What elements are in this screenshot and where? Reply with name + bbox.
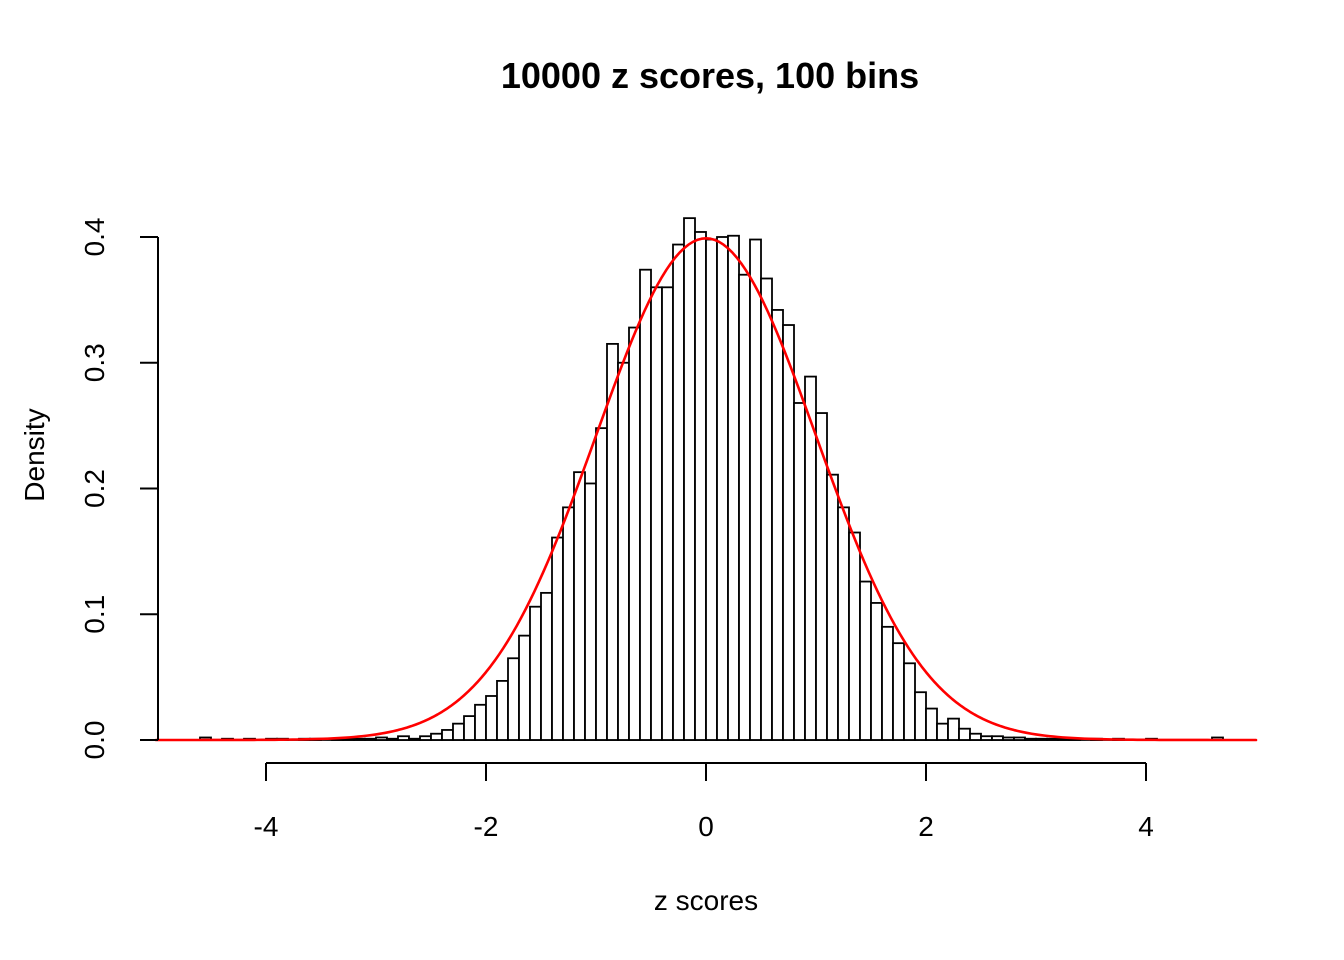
histogram-bar: [892, 642, 905, 741]
histogram-bar: [903, 662, 916, 741]
histogram-bar: [980, 735, 993, 741]
histogram-bar: [716, 236, 729, 741]
histogram-bar: [760, 277, 773, 741]
histogram-bar: [474, 703, 487, 741]
x-tick-label: 2: [918, 811, 934, 842]
histogram-bar: [650, 286, 663, 741]
histogram-bar: [529, 605, 542, 741]
histogram-bar: [485, 695, 498, 741]
histogram-bar: [562, 506, 575, 741]
histogram-bar: [386, 737, 399, 741]
normal-density-curve: [154, 237, 1258, 742]
histogram-bar: [859, 580, 872, 741]
density-curve-group: [154, 237, 1258, 742]
histogram-bar: [419, 735, 432, 741]
histogram-bar: [727, 234, 740, 741]
histogram-bar: [551, 536, 564, 741]
histogram-bar: [1046, 737, 1059, 741]
histogram-bar: [364, 737, 377, 741]
chart-title: 10000 z scores, 100 bins: [501, 55, 919, 96]
x-tick-label: -4: [254, 811, 279, 842]
histogram-bar: [870, 602, 883, 741]
histogram-bar: [782, 324, 795, 741]
histogram-bar: [639, 268, 652, 741]
histogram-bar: [826, 473, 839, 741]
x-axis-label: z scores: [654, 885, 758, 916]
y-tick-label: 0.4: [79, 218, 110, 257]
histogram-bar: [936, 722, 949, 741]
y-axis-label: Density: [19, 408, 50, 501]
histogram-bar: [683, 217, 696, 741]
histogram-bar: [353, 737, 366, 741]
histogram-bar: [914, 691, 927, 741]
y-tick-label: 0.0: [79, 721, 110, 760]
histogram-bar: [441, 729, 454, 741]
histogram-bar: [771, 309, 784, 741]
histogram-bar: [1002, 736, 1015, 741]
histogram-bar: [1024, 737, 1037, 741]
y-tick-label: 0.2: [79, 469, 110, 508]
histogram-bar: [1035, 737, 1048, 741]
histogram-bar: [452, 722, 465, 741]
x-tick-label: -2: [474, 811, 499, 842]
histogram-bar: [705, 238, 718, 741]
histogram-bar: [573, 471, 586, 741]
histogram-bar: [375, 736, 388, 741]
histogram-bar: [518, 634, 531, 741]
histogram-bars: [199, 217, 1224, 741]
histogram-bar: [672, 243, 685, 741]
axes: 0.0 0.1 0.2 0.3 0.4 -4 -2 0 2 4: [79, 218, 1154, 842]
histogram-bar: [507, 657, 520, 741]
histogram-bar: [848, 531, 861, 741]
histogram-bar: [991, 735, 1004, 741]
y-tick-label: 0.3: [79, 343, 110, 382]
histogram-bar: [947, 717, 960, 741]
x-tick-label: 4: [1138, 811, 1154, 842]
histogram-bar: [881, 625, 894, 741]
histogram-bar: [617, 361, 630, 741]
histogram-bar: [958, 727, 971, 741]
histogram-bar: [925, 707, 938, 741]
histogram-bar: [397, 735, 410, 741]
histogram-bar: [694, 231, 707, 741]
histogram-bar: [430, 732, 443, 741]
x-tick-label: 0: [698, 811, 714, 842]
histogram-bar: [496, 679, 509, 741]
y-tick-label: 0.1: [79, 595, 110, 634]
histogram-bar: [540, 591, 553, 741]
histogram-bar: [969, 732, 982, 741]
histogram-bar: [408, 737, 421, 741]
histogram-bar: [595, 427, 608, 741]
histogram-bar: [628, 326, 641, 741]
histogram-bar: [1013, 736, 1026, 741]
histogram-bar: [837, 506, 850, 741]
histogram-bar: [584, 482, 597, 741]
histogram-bar: [738, 273, 751, 741]
histogram-bar: [793, 402, 806, 741]
histogram-bar: [463, 715, 476, 741]
histogram-bar: [749, 238, 762, 741]
histogram-bar: [661, 286, 674, 741]
